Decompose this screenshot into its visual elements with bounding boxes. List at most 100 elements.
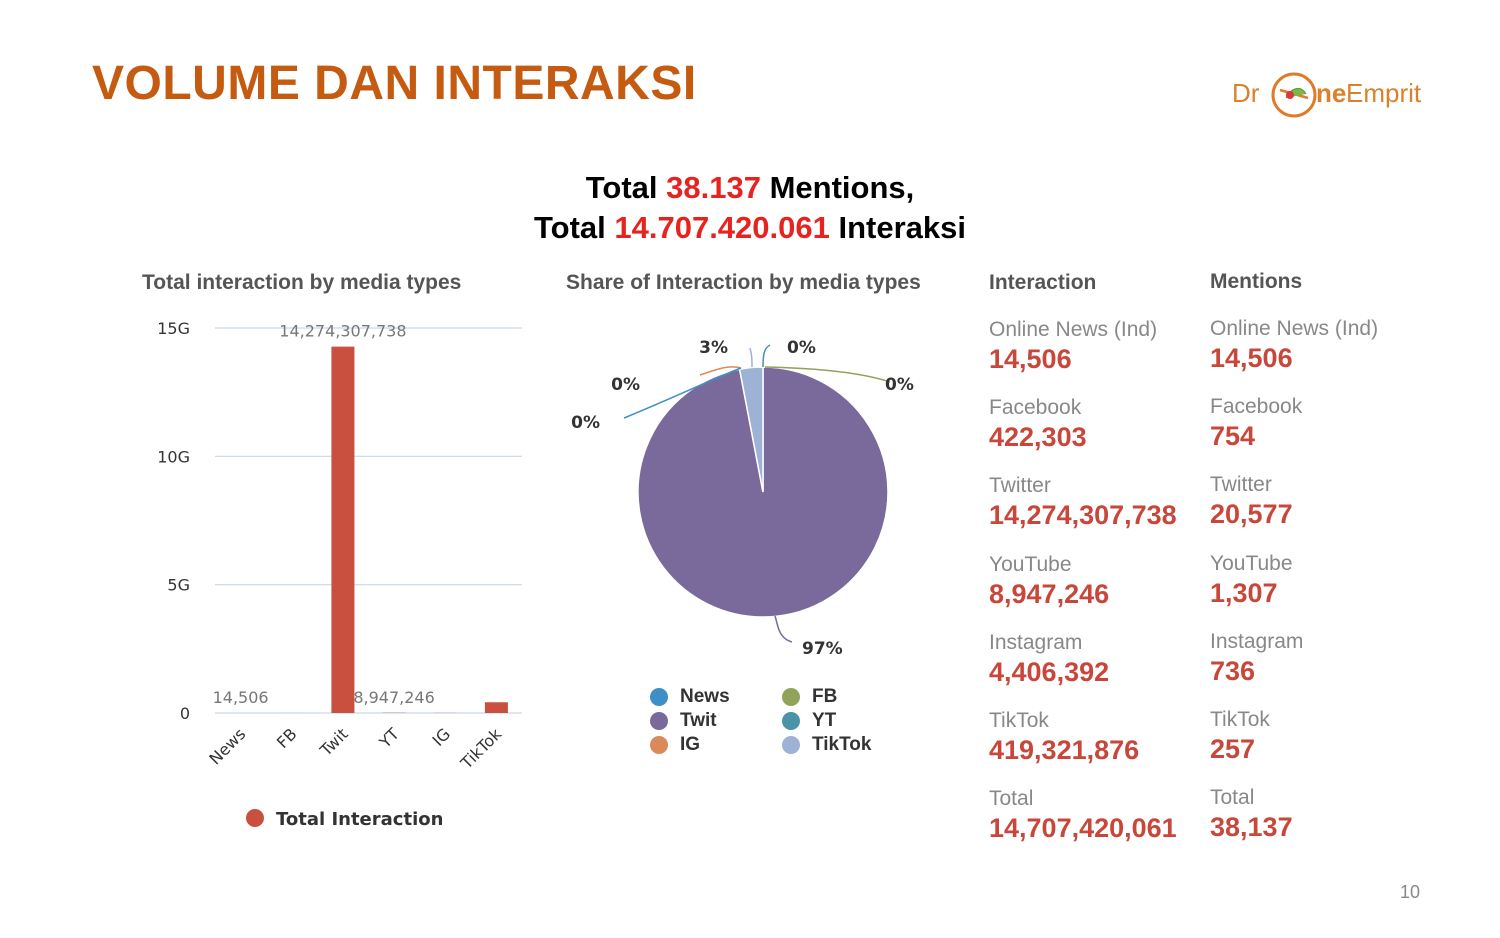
pie-legend-dot (782, 736, 800, 754)
bar-legend-dot (246, 809, 264, 827)
pie-leader-twit (774, 615, 793, 643)
logo-drone-icon (1271, 72, 1317, 118)
bar-y-tick-label: 15G (157, 319, 190, 338)
pie-legend-label: Twit (680, 710, 717, 731)
pie-leader-tiktok (749, 347, 753, 368)
mentions-stat-label: TikTok (1210, 707, 1270, 731)
interaction-header: Interaction (989, 271, 1097, 294)
interaction-stat-label: Instagram (989, 630, 1083, 654)
interaction-stat-label: Total (989, 787, 1034, 811)
pie-legend-label: FB (812, 686, 838, 707)
mentions-stat-value: 736 (1210, 655, 1256, 686)
mentions-stat-label: Total (1210, 786, 1255, 810)
bar-data-label: 14,274,307,738 (279, 322, 406, 341)
mentions-stats-column: Online News (Ind) 14,506 Facebook 754 Twitte… (1210, 317, 1378, 864)
mentions-stat-label: Twitter (1210, 473, 1272, 497)
mentions-stat-label: YouTube (1210, 551, 1293, 575)
pie-legend-item-yt: YT (782, 710, 902, 732)
pie-legend-item-fb: FB (782, 686, 902, 708)
bar-x-tick-label: News (205, 724, 249, 768)
interaction-stat-item: YouTube 8,947,246 (989, 553, 1177, 631)
mentions-stat-item: Total 38,137 (1210, 786, 1378, 864)
interaction-stat-value: 8,947,246 (989, 578, 1110, 609)
mentions-stat-item: Instagram 736 (1210, 630, 1378, 708)
logo-text-part2: ne (1316, 78, 1347, 108)
mentions-stat-label: Instagram (1210, 629, 1304, 653)
logo-text-part1: Dr (1232, 78, 1260, 108)
bar-x-tick-label: FB (273, 724, 301, 752)
bar-chart-title: Total interaction by media types (142, 271, 462, 294)
interaction-stat-item: Instagram 4,406,392 (989, 631, 1177, 709)
headline-mentions-value: 38.137 (666, 170, 761, 205)
mentions-stat-item: Online News (Ind) 14,506 (1210, 317, 1378, 395)
pie-legend-label: TikTok (812, 734, 872, 755)
interaction-stat-label: Facebook (989, 396, 1082, 420)
bar-x-tick-label: IG (429, 724, 455, 750)
bar-chart: 0 5G 10G 15G 14,506 News FB 14,274,307,738 Twit8… (157, 319, 522, 830)
mentions-stat-value: 257 (1210, 733, 1256, 764)
bar-x-tick-label: TikTok (456, 724, 505, 773)
pie-legend-label: News (680, 686, 730, 707)
pie-leader-fb (764, 366, 891, 383)
pie-label-yt: 0% (787, 338, 816, 358)
mentions-header: Mentions (1210, 270, 1303, 293)
pie-legend-label: IG (680, 734, 701, 755)
pie-legend-dot (782, 688, 800, 706)
mentions-stat-value: 14,506 (1210, 343, 1293, 373)
headline-line2-suffix: Interaksi (829, 210, 966, 245)
pie-leader-yt (762, 344, 771, 368)
pie-label-tiktok: 3% (699, 338, 728, 358)
bar-y-tick-label: 0 (180, 704, 190, 723)
page-title: VOLUME DAN INTERAKSI (92, 57, 697, 110)
mentions-stat-item: Facebook 754 (1210, 395, 1378, 473)
pie-leader-news (623, 367, 742, 419)
interaction-stats-column: Online News (Ind) 14,506 Facebook 422,303 Tw… (989, 318, 1177, 865)
pie-chart: 3% 0% 0% 0% 0% 97% (571, 338, 914, 659)
interaction-stat-value: 14,274,307,738 (989, 500, 1177, 531)
interaction-stat-item: Twitter 14,274,307,738 (989, 474, 1177, 552)
pie-label-twit: 97% (802, 639, 843, 659)
logo-text-part3: Emprit (1346, 78, 1422, 108)
interaction-stat-item: Facebook 422,303 (989, 396, 1177, 474)
interaction-stat-label: TikTok (989, 708, 1049, 732)
bar-x-tick-label: YT (375, 724, 403, 752)
page-number: 10 (1400, 882, 1421, 902)
interaction-stat-value: 4,406,392 (989, 656, 1110, 687)
mentions-stat-value: 1,307 (1210, 577, 1278, 608)
mentions-stat-item: Twitter 20,577 (1210, 473, 1378, 551)
pie-legend-dot (650, 688, 668, 706)
pie-label-ig: 0% (611, 375, 640, 395)
pie-label-fb: 0% (885, 375, 914, 395)
interaction-stat-label: Twitter (989, 474, 1051, 498)
drone-emprit-logo: Dr ne Emprit (1232, 64, 1442, 124)
headline-line1-suffix: Mentions, (760, 170, 915, 205)
headline-line1: Total 38.137 Mentions, (0, 168, 1500, 208)
interaction-stat-label: YouTube (989, 552, 1072, 576)
bar-legend-label: Total Interaction (276, 809, 443, 830)
pie-legend-item-tiktok: TikTok (782, 734, 902, 756)
mentions-stat-value: 754 (1210, 421, 1256, 452)
mentions-stat-label: Online News (Ind) (1210, 317, 1379, 340)
bar-twit (331, 346, 355, 713)
pie-label-news: 0% (571, 413, 600, 433)
interaction-stat-value: 14,707,420,061 (989, 813, 1177, 844)
pie-legend-item-twit: Twit (650, 710, 782, 732)
pie-legend-item-news: News (650, 686, 782, 708)
pie-legend-label: YT (812, 710, 837, 731)
mentions-stat-item: YouTube 1,307 (1210, 552, 1378, 630)
interaction-stat-value: 14,506 (989, 344, 1072, 374)
headline-line2-prefix: Total (534, 210, 615, 245)
interaction-stat-item: Online News (Ind) 14,506 (989, 318, 1177, 396)
interaction-stat-value: 422,303 (989, 422, 1087, 453)
pie-legend-dot (650, 712, 668, 730)
pie-legend-dot (782, 712, 800, 730)
headline-interaction-value: 14.707.420.061 (614, 210, 830, 245)
headline-line2: Total 14.707.420.061 Interaksi (0, 208, 1500, 248)
mentions-stat-value: 38,137 (1210, 812, 1293, 843)
pie-legend: News FB Twit YT IG TikTok (650, 686, 910, 756)
mentions-stat-value: 20,577 (1210, 499, 1293, 530)
pie-leader-ig (699, 366, 742, 376)
bar-y-tick-label: 10G (157, 447, 190, 466)
mentions-stat-item: TikTok 257 (1210, 708, 1378, 786)
bar-x-tick-label: Twit (316, 724, 352, 760)
